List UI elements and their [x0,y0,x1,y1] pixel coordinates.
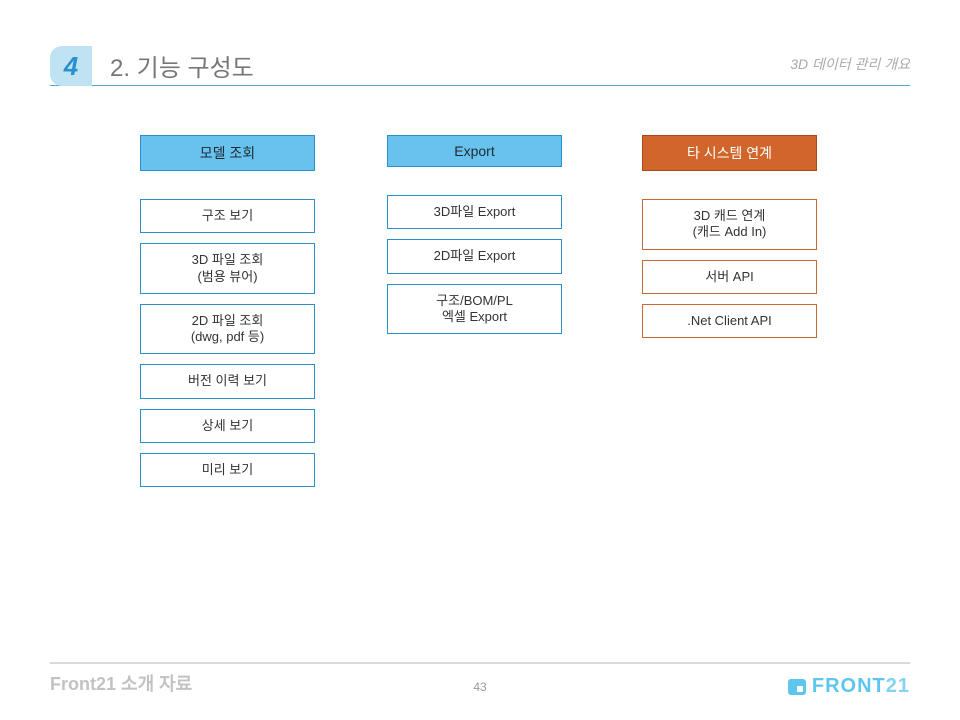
page-subtitle: 3D 데이터 관리 개요 [790,54,910,74]
feature-box: 버전 이력 보기 [140,364,315,398]
page-header: 4 2. 기능 구성도 3D 데이터 관리 개요 [50,46,910,86]
logo-text-suffix: 21 [886,675,910,697]
feature-box: 3D파일 Export [387,195,562,229]
feature-box: 3D 파일 조회 (범용 뷰어) [140,243,315,294]
column-export: Export 3D파일 Export 2D파일 Export 구조/BOM/PL… [387,135,562,487]
column-stack: 3D 캐드 연계 (캐드 Add In) 서버 API .Net Client … [642,199,817,338]
page-title: 2. 기능 구성도 [110,48,254,83]
section-number: 4 [64,51,78,82]
column-header: 모델 조회 [140,135,315,171]
feature-box: 상세 보기 [140,409,315,443]
feature-box: 2D파일 Export [387,239,562,273]
column-integration: 타 시스템 연계 3D 캐드 연계 (캐드 Add In) 서버 API .Ne… [642,135,817,487]
footer-logo: FRONT21 [788,675,910,698]
column-stack: 구조 보기 3D 파일 조회 (범용 뷰어) 2D 파일 조회 (dwg, pd… [140,199,315,487]
footer-divider [50,662,910,664]
column-header: 타 시스템 연계 [642,135,817,171]
feature-box: 3D 캐드 연계 (캐드 Add In) [642,199,817,250]
column-stack: 3D파일 Export 2D파일 Export 구조/BOM/PL 엑셀 Exp… [387,195,562,334]
feature-box: 미리 보기 [140,453,315,487]
diagram-columns: 모델 조회 구조 보기 3D 파일 조회 (범용 뷰어) 2D 파일 조회 (d… [0,135,960,487]
feature-box: 구조 보기 [140,199,315,233]
feature-box: 서버 API [642,260,817,294]
feature-box: 2D 파일 조회 (dwg, pdf 등) [140,304,315,355]
column-model-view: 모델 조회 구조 보기 3D 파일 조회 (범용 뷰어) 2D 파일 조회 (d… [140,135,315,487]
feature-box: 구조/BOM/PL 엑셀 Export [387,284,562,335]
section-badge: 4 [50,46,92,86]
logo-icon [788,679,806,695]
feature-box: .Net Client API [642,304,817,338]
logo-text-main: FRONT [812,675,886,697]
column-header: Export [387,135,562,167]
